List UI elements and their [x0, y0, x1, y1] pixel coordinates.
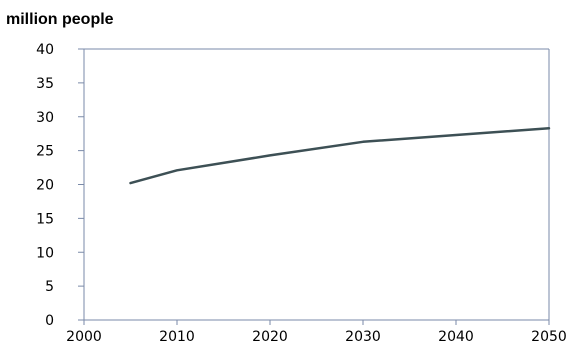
y-tick-label: 25 [36, 144, 54, 160]
y-tick-label: 10 [36, 245, 54, 261]
chart-axes [83, 48, 550, 321]
y-tick-label: 40 [36, 42, 54, 58]
series-line [129, 127, 551, 185]
x-tick-label: 2020 [252, 329, 288, 345]
y-tick-label: 0 [45, 313, 54, 329]
x-tick-label: 2040 [438, 329, 474, 345]
x-tick-label: 2010 [159, 329, 195, 345]
y-tick-label: 30 [36, 110, 54, 126]
chart-series [129, 127, 551, 185]
x-tick-label: 2030 [345, 329, 381, 345]
y-tick-label: 15 [36, 211, 54, 227]
x-tick-label: 2050 [531, 329, 567, 345]
x-tick-label: 2000 [66, 329, 102, 345]
x-axis-ticks: 2000 2010 2020 2030 2040 2050 [66, 320, 567, 345]
y-tick-label: 5 [45, 279, 54, 295]
y-axis-ticks: 0 5 10 15 20 25 30 35 40 [36, 42, 84, 329]
y-tick-label: 20 [36, 178, 54, 194]
chart-title: million people [6, 11, 114, 28]
y-tick-label: 35 [36, 76, 54, 92]
